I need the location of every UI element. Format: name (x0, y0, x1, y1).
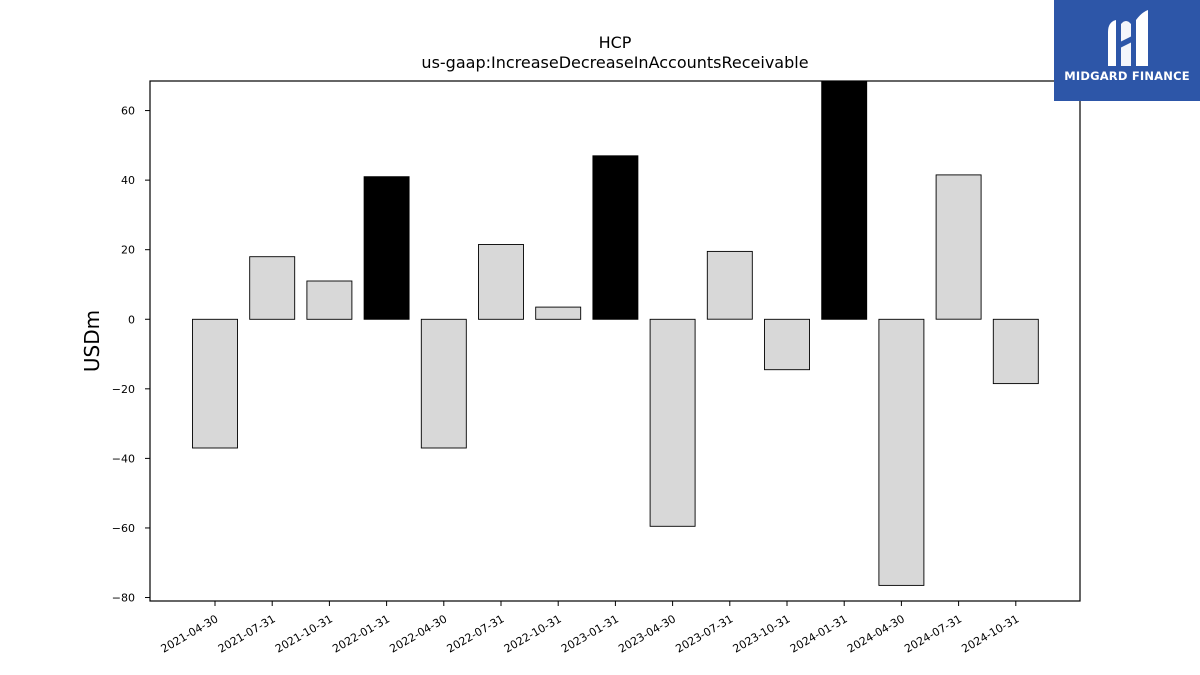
bar-2023-04-30 (649, 318, 696, 527)
y-tick-label: 0 (128, 313, 135, 326)
bar-2021-07-31 (249, 256, 296, 320)
bar-2023-01-31 (592, 155, 639, 320)
plot-frame (149, 80, 1081, 602)
x-tick-label: 2023-07-31 (673, 612, 735, 655)
bar-2023-07-31 (706, 250, 753, 320)
x-tick-label: 2022-01-31 (330, 612, 392, 655)
x-tick-label: 2024-04-30 (845, 612, 907, 655)
chart-title: HCP (599, 33, 632, 52)
x-tick-label: 2024-01-31 (788, 612, 850, 655)
x-tick-label: 2023-04-30 (616, 612, 678, 655)
y-tick-label: −20 (112, 383, 135, 396)
x-tick-label: 2021-04-30 (159, 612, 221, 655)
y-tick-label: −40 (112, 452, 135, 465)
y-axis-label: USDm (80, 310, 104, 372)
x-ticks-group: 2021-04-302021-07-312021-10-312022-01-31… (159, 601, 1021, 656)
logo-text: MIDGARD FINANCE (1064, 69, 1190, 83)
bar-2021-04-30 (192, 318, 238, 449)
bar-2022-01-31 (363, 176, 410, 320)
bar-2022-04-30 (420, 318, 467, 449)
y-ticks-group: 60 40 20 0 −20 −40 −60 −80 (112, 105, 150, 605)
x-tick-label: 2024-07-31 (902, 612, 964, 655)
bar-2021-10-31 (306, 280, 353, 320)
bar-2024-01-31 (821, 80, 868, 320)
y-tick-label: 20 (121, 244, 135, 257)
x-tick-label: 2024-10-31 (959, 612, 1021, 655)
bar-2023-10-31 (764, 318, 810, 371)
x-tick-label: 2022-10-31 (502, 612, 564, 655)
bars-group (192, 80, 1039, 586)
x-tick-label: 2023-01-31 (559, 612, 621, 655)
y-tick-label: −60 (112, 522, 135, 535)
bar-2024-07-31 (935, 174, 982, 320)
x-tick-label: 2022-07-31 (445, 612, 507, 655)
chart-subtitle: us-gaap:IncreaseDecreaseInAccountsReceiv… (421, 53, 808, 72)
x-tick-label: 2021-07-31 (216, 612, 278, 655)
y-tick-label: −80 (112, 592, 135, 605)
x-tick-label: 2021-10-31 (273, 612, 335, 655)
y-tick-label: 40 (121, 174, 135, 187)
bar-2024-10-31 (992, 318, 1039, 385)
bar-2022-07-31 (478, 244, 524, 320)
y-tick-label: 60 (121, 105, 135, 118)
bar-2024-04-30 (878, 318, 925, 586)
x-tick-label: 2023-10-31 (731, 612, 793, 655)
brand-logo: MIDGARD FINANCE (1054, 0, 1200, 101)
logo-mark-icon (1108, 10, 1148, 66)
x-tick-label: 2022-04-30 (387, 612, 449, 655)
bar-2022-10-31 (535, 306, 582, 320)
